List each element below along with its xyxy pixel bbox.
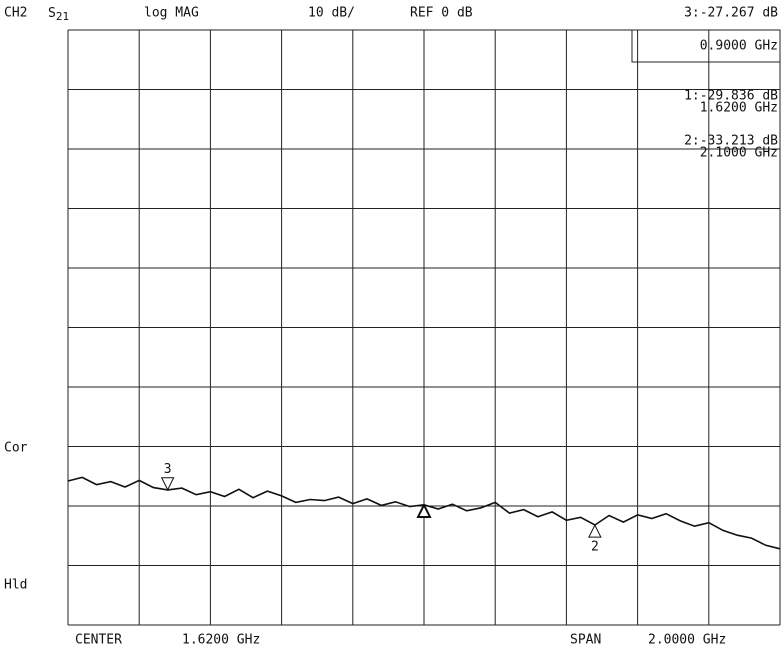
center-value: 1.6200 GHz (182, 633, 260, 648)
marker-frequency: 2.1000 GHz (700, 146, 778, 161)
marker-number: 2 (591, 540, 599, 555)
center-label: CENTER (75, 633, 122, 648)
parameter-name: S (48, 6, 56, 21)
status-cor: Cor (4, 441, 28, 456)
reference: REF 0 dB (410, 6, 473, 21)
marker-readout: 3:-27.267 dB (684, 6, 778, 21)
parameter: S21 (48, 6, 69, 24)
scale: 10 dB/ (308, 6, 355, 21)
span-value: 2.0000 GHz (648, 633, 726, 648)
status-hld: Hld (4, 578, 27, 593)
parameter-subscript: 21 (56, 10, 69, 23)
marker (416, 502, 432, 519)
marker (160, 477, 175, 491)
marker-number: 3 (164, 462, 172, 477)
span-label: SPAN (570, 633, 601, 648)
marker-frequency: 0.9000 GHz (700, 39, 778, 54)
format: log MAG (144, 6, 199, 21)
marker-readout: 1:-29.836 dB (684, 89, 778, 104)
readout-box (631, 29, 781, 63)
marker-frequency: 1.6200 GHz (700, 101, 778, 116)
channel: CH2 (4, 6, 27, 21)
marker (588, 523, 602, 538)
marker-readout: 2:-33.213 dB (684, 134, 778, 149)
